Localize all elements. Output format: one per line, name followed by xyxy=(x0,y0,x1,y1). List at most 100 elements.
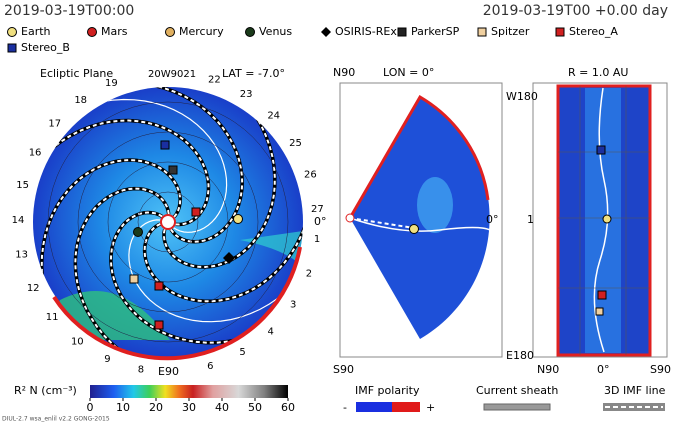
legend-symbol xyxy=(321,27,331,37)
stereo-a xyxy=(597,290,607,300)
angle-label: 3 xyxy=(290,300,296,311)
imf-line xyxy=(163,87,276,269)
legend-label: Stereo_B xyxy=(21,41,70,54)
radial-x: S90 xyxy=(650,363,671,376)
colorbar xyxy=(90,385,288,398)
osiris-rex xyxy=(223,252,235,264)
colorbar-tick-label: 60 xyxy=(281,401,295,414)
imf-line xyxy=(349,217,415,229)
legend-symbol xyxy=(555,27,565,37)
legend-label: Stereo_A xyxy=(569,25,618,38)
imf-line xyxy=(74,187,170,357)
legend-label: Earth xyxy=(21,25,51,38)
angle-label: 10 xyxy=(71,336,84,347)
imf-line xyxy=(33,119,210,226)
colorbar-tick-label: 50 xyxy=(248,401,262,414)
spitzer xyxy=(595,307,604,316)
colorbar-tick-label: 30 xyxy=(182,401,196,414)
imf-minus: - xyxy=(343,401,347,414)
venus xyxy=(133,227,143,237)
stereo-b xyxy=(160,140,170,150)
angle-label: 24 xyxy=(267,111,280,122)
legend-symbol xyxy=(477,27,487,37)
lon: LON = 0° xyxy=(383,66,434,79)
angle-label: 23 xyxy=(240,89,253,100)
stereo-b xyxy=(596,145,606,155)
legend-label: Mercury xyxy=(179,25,224,38)
range-ring xyxy=(77,131,259,313)
imf-line xyxy=(117,87,244,243)
ecliptic-code: 20W9021 xyxy=(148,69,196,80)
legend-label: Venus xyxy=(259,25,292,38)
spitzer xyxy=(129,274,139,284)
parker-sp xyxy=(168,165,178,175)
radial-x: N90 xyxy=(537,363,559,376)
range-ring xyxy=(137,191,199,253)
sun xyxy=(160,214,176,230)
ecliptic-zero: 0° xyxy=(314,215,327,228)
sheath-label: Current sheath xyxy=(476,384,558,397)
imf-line-label: 3D IMF line xyxy=(604,384,666,397)
dense-region xyxy=(240,230,303,270)
imf-plus: + xyxy=(426,401,435,414)
angle-label: 17 xyxy=(48,119,61,130)
angle-label: 5 xyxy=(239,347,245,358)
red-rim xyxy=(52,246,302,361)
s90: S90 xyxy=(333,363,354,376)
colorbar-tick-label: 40 xyxy=(215,401,229,414)
angle-label: 4 xyxy=(267,326,273,337)
angle-label: 12 xyxy=(27,283,40,294)
colorbar-label: R² N (cm⁻³) xyxy=(14,384,77,397)
imf-line xyxy=(109,211,274,344)
legend: Earth Mars Mercury Venus OSIRIS-REx ParkerSP S… xyxy=(7,25,618,54)
angle-label: 13 xyxy=(15,250,28,261)
imf-line xyxy=(40,158,182,314)
ecliptic-e90: E90 xyxy=(158,365,179,378)
angle-label: 15 xyxy=(16,180,29,191)
bodies xyxy=(129,140,243,330)
footer: DIUL-2.7 wsa_enlil v2.2 GONG-2015 xyxy=(2,416,110,423)
angle-label: 16 xyxy=(29,148,42,159)
lat: LAT = -7.0° xyxy=(222,67,285,80)
legend-label: OSIRIS-REx xyxy=(335,25,397,38)
angle-label: 9 xyxy=(104,354,110,365)
earth xyxy=(602,214,612,224)
sheath-swatch xyxy=(483,403,551,411)
range-ring xyxy=(107,161,229,283)
angle-label: 11 xyxy=(46,312,59,323)
legend-symbol xyxy=(165,27,175,37)
angle-label: 26 xyxy=(304,170,317,181)
angle-label: 6 xyxy=(207,361,213,372)
mars xyxy=(154,281,164,291)
current-sheet xyxy=(349,217,491,232)
current-sheet xyxy=(66,98,228,233)
legend-label: ParkerSP xyxy=(411,25,460,38)
radial-x: 0° xyxy=(597,363,610,376)
w180: W180 xyxy=(506,90,538,103)
legend-symbol xyxy=(245,27,255,37)
radial-one: 1 xyxy=(527,213,534,226)
ecliptic-title: Ecliptic Plane xyxy=(40,67,113,80)
angle-label: 2 xyxy=(306,268,312,279)
radial-title: R = 1.0 AU xyxy=(568,66,628,79)
stereo-a-marker xyxy=(154,320,164,330)
time-right: 2019-03-19T00 +0.00 day xyxy=(483,3,668,19)
wedge-feature xyxy=(417,177,453,233)
colorbar-tick-label: 0 xyxy=(87,401,94,414)
stereo-a xyxy=(191,207,201,217)
meridian-red xyxy=(348,94,490,219)
angle-label: 25 xyxy=(289,138,302,149)
colorbar-tick-label: 10 xyxy=(116,401,130,414)
e180: E180 xyxy=(506,349,534,362)
imf-line xyxy=(143,189,303,303)
time-left: 2019-03-19T00:00 xyxy=(4,3,134,19)
imf-label: IMF polarity xyxy=(355,384,420,397)
angle-label: 1 xyxy=(314,234,320,245)
earth xyxy=(409,224,419,234)
legend-symbol xyxy=(7,27,17,37)
imf-neg xyxy=(356,402,392,412)
angle-label: 8 xyxy=(138,365,144,376)
range-ring xyxy=(47,101,289,343)
n90: N90 xyxy=(333,66,355,79)
